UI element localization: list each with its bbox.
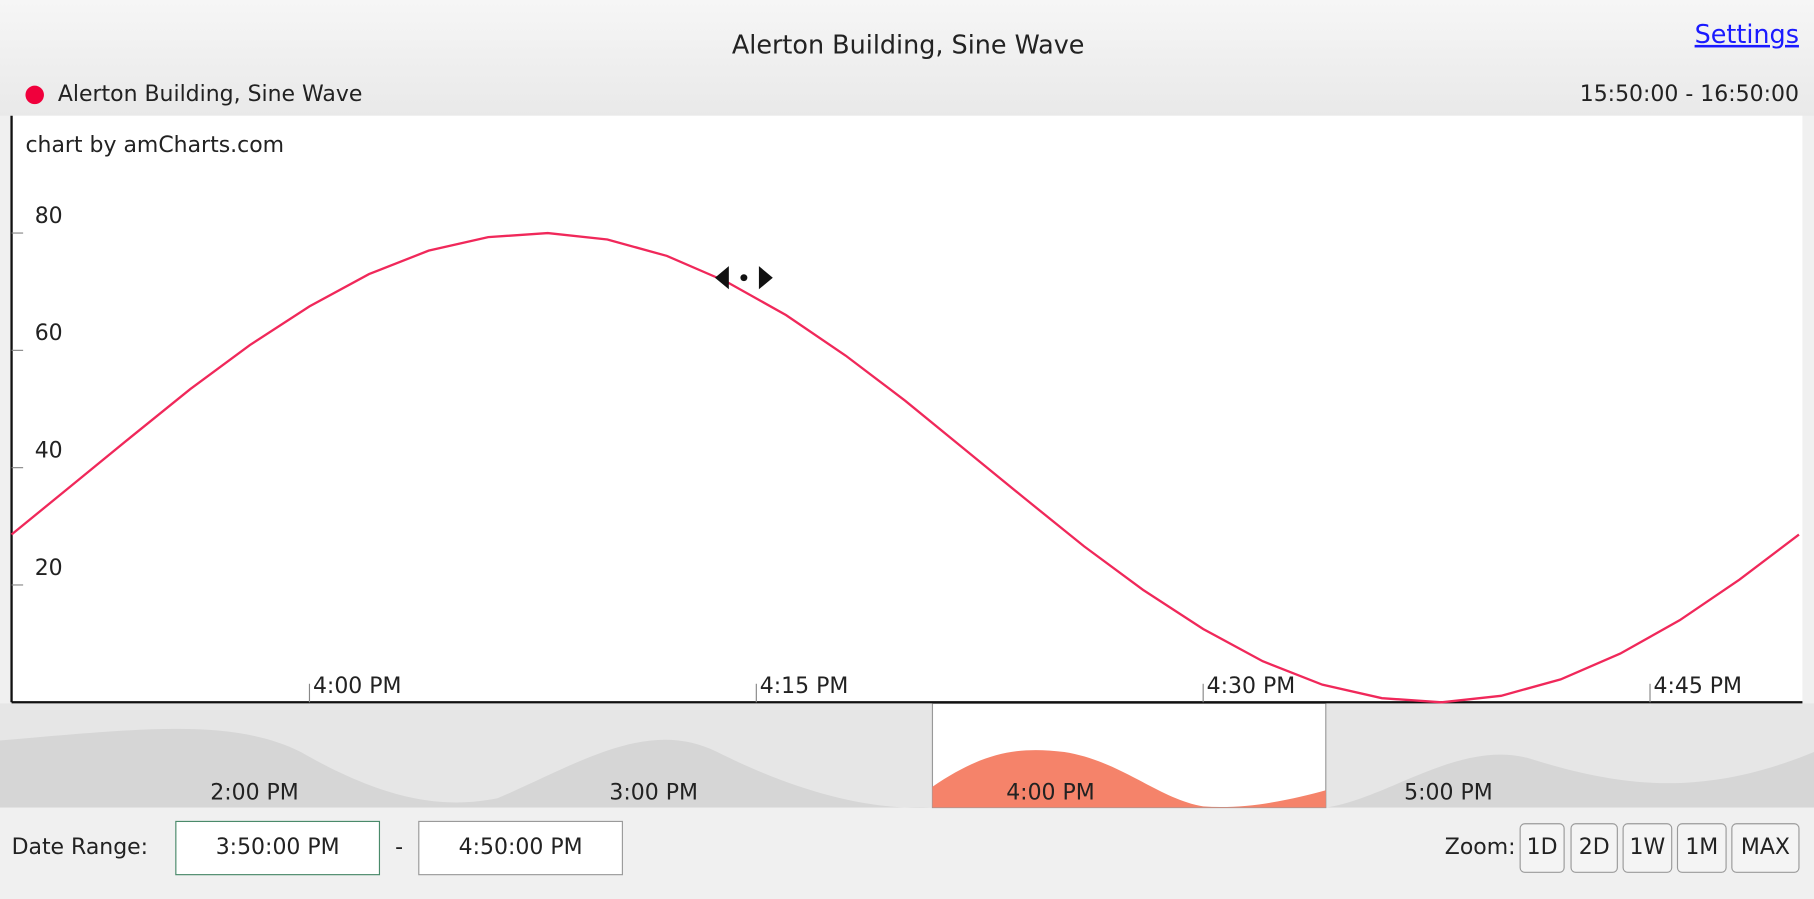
legend-label: Alerton Building, Sine Wave: [58, 82, 363, 107]
zoom-button-box: [1570, 823, 1618, 873]
start-input-text: 3:50:00 PM: [216, 835, 340, 860]
zoom-button[interactable]: 1D: [1519, 823, 1565, 873]
zoom-button-box: [1519, 823, 1565, 873]
zoom-button-label: 1D: [1527, 835, 1558, 860]
zoom-button-label: 1M: [1685, 835, 1718, 860]
zoom-button[interactable]: 1M: [1676, 823, 1727, 873]
zoom-label: Zoom:: [1445, 835, 1516, 860]
zoom-button-box: [1731, 823, 1800, 873]
cursor-icon: [714, 266, 773, 290]
navigator-wave: [1325, 752, 1814, 808]
zoom-button[interactable]: 2D: [1570, 823, 1618, 873]
navigator-wave: [0, 728, 933, 808]
x-tick-label: 4:15 PM: [760, 674, 849, 699]
plot-area: [11, 115, 1803, 703]
start-input[interactable]: [175, 820, 381, 876]
settings-link[interactable]: Settings: [1695, 20, 1799, 50]
navigator-label: 3:00 PM: [609, 781, 698, 806]
zoom-button-label: 1W: [1630, 835, 1666, 860]
end-input[interactable]: [418, 820, 623, 876]
navigator-selection-wave: [932, 750, 1326, 808]
x-tick-label: 4:00 PM: [313, 674, 402, 699]
y-tick-label: 40: [35, 438, 63, 463]
navigator-label: 2:00 PM: [210, 781, 299, 806]
legend-marker: [25, 85, 44, 105]
zoom-button-box: [1676, 823, 1727, 873]
zoom-button[interactable]: MAX: [1731, 823, 1800, 873]
navigator-label: 5:00 PM: [1404, 781, 1493, 806]
zoom-button[interactable]: 1W: [1622, 823, 1673, 873]
y-tick-label: 80: [35, 204, 63, 229]
separator: -: [395, 835, 403, 860]
zoom-button-label: 2D: [1579, 835, 1610, 860]
x-tick-label: 4:45 PM: [1653, 674, 1742, 699]
zoom-button-box: [1622, 823, 1673, 873]
credit: chart by amCharts.com: [25, 133, 284, 158]
navigator-label: 4:00 PM: [1006, 781, 1095, 806]
date-range-label: Date Range:: [12, 835, 149, 860]
chart-title: Alerton Building, Sine Wave: [732, 30, 1085, 60]
series-line: [10, 231, 1800, 704]
header: [0, 0, 1814, 116]
zoom-button-label: MAX: [1741, 835, 1790, 860]
y-tick-label: 60: [35, 321, 63, 346]
end-input-text: 4:50:00 PM: [459, 835, 583, 860]
range-label: 15:50:00 - 16:50:00: [1580, 82, 1799, 107]
x-tick-label: 4:30 PM: [1207, 674, 1296, 699]
y-tick-label: 20: [35, 556, 63, 581]
